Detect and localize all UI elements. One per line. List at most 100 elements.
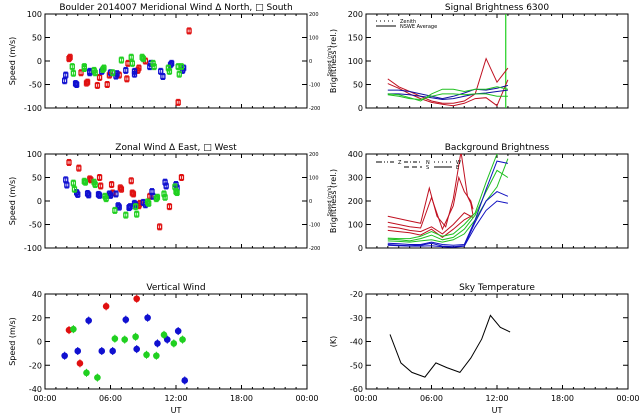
data-point xyxy=(103,195,109,202)
series-line-green-2 xyxy=(387,93,508,101)
data-point xyxy=(113,191,119,197)
x-tick-label: 18:00 xyxy=(551,394,574,403)
data-point xyxy=(67,54,73,60)
legend-label: NSWE Average xyxy=(400,24,437,30)
data-point xyxy=(128,178,134,184)
chart-signal: 200 150 100 50 0 Signal Brightness 6300 Bright… xyxy=(329,3,629,113)
data-point xyxy=(160,73,166,80)
data-point xyxy=(156,224,163,230)
plot-area xyxy=(61,294,189,385)
series-line-blue-2 xyxy=(387,89,508,101)
y2-axis-label: Speed (m/s) xyxy=(327,46,333,76)
data-point xyxy=(96,174,103,181)
data-point xyxy=(123,67,129,74)
y-tick-label: -50 xyxy=(29,81,42,90)
y-tick-label: 50 xyxy=(353,81,363,90)
data-point xyxy=(144,314,151,322)
legend-label: E xyxy=(456,165,459,171)
data-point xyxy=(174,327,182,335)
data-point xyxy=(84,79,91,85)
data-point xyxy=(78,70,84,76)
series-line-red-2 xyxy=(387,175,474,231)
data-point xyxy=(81,65,87,72)
legend: Z NS WE xyxy=(376,160,461,171)
y-tick-label: 100 xyxy=(348,57,363,66)
x-tick-label: 06:00 xyxy=(99,394,122,403)
data-point xyxy=(62,78,68,84)
data-point xyxy=(92,70,98,76)
data-point xyxy=(76,165,82,171)
series-line-red-2 xyxy=(387,79,509,107)
data-point xyxy=(147,193,153,199)
data-point xyxy=(151,63,157,70)
data-point xyxy=(124,76,130,82)
chart-title: Signal Brightness 6300 xyxy=(445,3,549,13)
data-point xyxy=(104,81,110,88)
data-point xyxy=(111,335,119,342)
plot-area xyxy=(389,314,511,378)
data-point xyxy=(107,192,114,199)
data-point xyxy=(170,340,178,347)
data-point xyxy=(133,345,140,353)
data-point xyxy=(175,63,181,70)
data-point xyxy=(154,340,161,347)
y-axis-label: Speed (m/s) xyxy=(8,37,17,86)
data-point xyxy=(178,63,185,70)
data-point xyxy=(128,54,134,60)
data-point xyxy=(146,200,152,207)
series-line-blue-3 xyxy=(387,200,509,248)
y2-tick-label: 200 xyxy=(309,152,319,158)
data-point xyxy=(179,336,186,343)
x-tick-label: 00:00 xyxy=(295,394,318,403)
data-point xyxy=(72,80,79,87)
y2-axis-label: Speed (m/s) xyxy=(327,186,333,216)
y-tick-label: 40 xyxy=(32,290,42,299)
y-tick-label: 100 xyxy=(27,150,42,159)
data-point xyxy=(174,189,180,196)
data-point xyxy=(70,325,77,333)
data-point xyxy=(61,352,68,360)
data-point xyxy=(75,191,81,198)
chart-title: Boulder 2014007 Meridional Wind Δ North,… xyxy=(59,3,292,13)
data-point xyxy=(121,336,128,343)
data-point xyxy=(98,347,106,355)
data-point xyxy=(82,179,89,185)
data-point xyxy=(122,316,130,323)
plot-area xyxy=(63,158,185,231)
series-line-red-4 xyxy=(387,214,474,239)
y2-tick-label: 0 xyxy=(309,199,312,205)
data-point xyxy=(85,317,92,324)
x-tick-label: 00:00 xyxy=(616,394,639,403)
plot-area xyxy=(387,154,509,248)
plot-area xyxy=(387,14,509,108)
data-point xyxy=(131,71,138,77)
data-point xyxy=(166,68,173,74)
series-line-blue-1 xyxy=(387,84,509,100)
series-line-green-2 xyxy=(387,169,509,242)
legend-label: Z xyxy=(398,160,402,166)
data-point xyxy=(181,377,189,384)
y-tick-label: 100 xyxy=(27,10,42,19)
data-point xyxy=(175,99,181,106)
data-point xyxy=(101,65,107,71)
data-point xyxy=(143,351,150,359)
y-tick-label: -100 xyxy=(24,104,42,113)
y-tick-label: -100 xyxy=(24,244,42,253)
y2-tick-label: 100 xyxy=(309,176,319,182)
y2-tick-label: 100 xyxy=(309,36,319,42)
y-tick-label: 20 xyxy=(32,314,42,323)
data-point xyxy=(109,347,116,355)
data-point xyxy=(92,181,98,188)
data-point xyxy=(132,333,139,341)
y2-tick-label: -100 xyxy=(309,223,320,229)
y-axis-label: Speed (m/s) xyxy=(8,317,17,366)
chart-title: Background Brightness xyxy=(445,143,550,153)
y-tick-label: 0 xyxy=(37,197,42,206)
y-tick-label: 50 xyxy=(32,174,42,183)
data-point xyxy=(86,192,92,198)
data-point xyxy=(96,74,103,81)
y2-tick-label: 0 xyxy=(309,59,312,65)
y-axis-label: Brightness (rel.) xyxy=(329,169,338,233)
data-point xyxy=(153,352,160,360)
